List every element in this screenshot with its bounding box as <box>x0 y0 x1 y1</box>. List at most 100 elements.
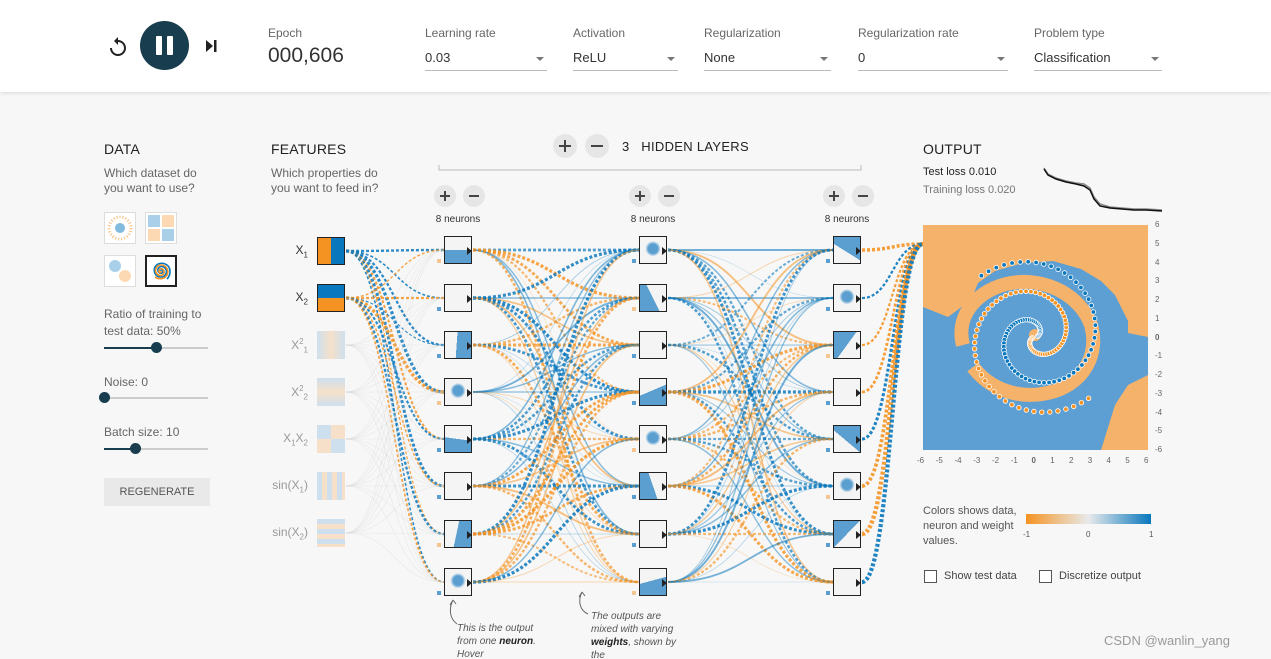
data-point <box>1015 371 1021 377</box>
weight-edge <box>345 249 445 440</box>
dataset-xor[interactable] <box>145 212 177 244</box>
x-tick-label: 0 <box>1031 456 1036 465</box>
remove-neuron-button[interactable] <box>658 185 680 207</box>
regularization-dropdown[interactable]: Regularization None <box>704 26 831 71</box>
weight-edge <box>472 297 640 535</box>
neuron-1-5[interactable] <box>444 425 472 453</box>
feature-node-2[interactable] <box>317 284 345 312</box>
weight-edge <box>345 438 445 487</box>
weight-edge <box>345 249 445 346</box>
dataset-gaussian[interactable] <box>104 255 136 287</box>
bias-indicator <box>632 591 636 595</box>
neuron-3-2[interactable] <box>833 284 861 312</box>
neuron-2-1[interactable] <box>639 236 667 264</box>
neuron-2-2[interactable] <box>639 284 667 312</box>
neuron-2-7[interactable] <box>639 520 667 548</box>
neuron-2-5[interactable] <box>639 425 667 453</box>
layers-bracket <box>438 165 862 171</box>
data-point <box>976 365 982 372</box>
neuron-3-1[interactable] <box>833 236 861 264</box>
problem-type-dropdown[interactable]: Problem type Classification <box>1034 26 1162 71</box>
data-point <box>1016 404 1022 411</box>
data-point <box>1036 379 1042 386</box>
regularization-rate-dropdown[interactable]: Regularization rate 0 <box>858 26 1008 71</box>
neuron-1-7[interactable] <box>444 520 472 548</box>
bias-indicator <box>632 401 636 405</box>
xor-dataset-icon <box>148 215 174 241</box>
neuron-2-4[interactable] <box>639 378 667 406</box>
neuron-1-4[interactable] <box>444 378 472 406</box>
weight-edge <box>345 391 445 487</box>
data-point <box>1088 302 1094 309</box>
neuron-3-3[interactable] <box>833 331 861 359</box>
note-arrow-2 <box>578 591 589 615</box>
neuron-1-3[interactable] <box>444 331 472 359</box>
remove-neuron-button[interactable] <box>463 185 485 207</box>
weight-edge <box>472 297 640 393</box>
batch-slider[interactable] <box>104 443 208 454</box>
add-layer-button[interactable] <box>553 134 577 158</box>
bias-indicator <box>437 448 441 452</box>
neuron-3-5[interactable] <box>833 425 861 453</box>
weight-edge <box>345 297 445 346</box>
neuron-2-6[interactable] <box>639 472 667 500</box>
bias-indicator <box>826 543 830 547</box>
feature-node-3[interactable] <box>317 331 345 359</box>
neuron-1-1[interactable] <box>444 236 472 264</box>
slider-knob[interactable] <box>130 443 142 454</box>
noise-value: 0 <box>141 375 149 389</box>
bias-indicator <box>632 495 636 499</box>
x-tick-label: 1 <box>1050 456 1055 465</box>
show-test-data-checkbox[interactable] <box>924 570 937 583</box>
feature-node-4[interactable] <box>317 378 345 406</box>
neuron-3-4[interactable] <box>833 378 861 406</box>
data-point <box>1023 288 1029 294</box>
bias-indicator <box>632 259 636 263</box>
chevron-down-icon <box>820 57 828 61</box>
add-neuron-button[interactable] <box>434 185 456 207</box>
weight-edge <box>667 297 834 535</box>
noise-slider[interactable] <box>99 392 208 403</box>
dataset-circle[interactable] <box>104 212 136 244</box>
data-point <box>1018 288 1024 295</box>
feature-node-5[interactable] <box>317 425 345 453</box>
weight-edge <box>472 296 640 347</box>
neuron-3-7[interactable] <box>833 520 861 548</box>
slider-knob[interactable] <box>99 392 110 403</box>
learning-rate-dropdown[interactable]: Learning rate 0.03 <box>425 26 547 71</box>
slider-knob[interactable] <box>151 342 162 353</box>
data-point <box>1002 398 1009 404</box>
dataset-spiral[interactable] <box>145 255 177 287</box>
neuron-3-6[interactable] <box>833 472 861 500</box>
add-neuron-button[interactable] <box>823 185 845 207</box>
neuron-2-3[interactable] <box>639 331 667 359</box>
neuron-2-8[interactable] <box>639 568 667 596</box>
circle-dataset-icon <box>107 215 133 241</box>
ratio-label: Ratio of training to <box>104 307 202 321</box>
step-button[interactable] <box>200 34 224 58</box>
feature-node-6[interactable] <box>317 472 345 500</box>
neuron-1-6[interactable] <box>444 472 472 500</box>
chevron-down-icon <box>1151 57 1159 61</box>
neuron-3-8[interactable] <box>833 568 861 596</box>
play-pause-button[interactable] <box>140 21 189 70</box>
reset-button[interactable] <box>106 34 130 58</box>
test-loss: Test loss 0.010 <box>923 166 997 178</box>
x-tick-label: -1 <box>1010 456 1018 465</box>
bias-indicator <box>437 401 441 405</box>
bias-indicator <box>826 448 830 452</box>
neuron-1-2[interactable] <box>444 284 472 312</box>
weight-edge <box>345 391 445 583</box>
remove-layer-button[interactable] <box>585 134 609 158</box>
regenerate-button[interactable]: REGENERATE <box>104 478 210 506</box>
feature-node-1[interactable] <box>317 237 345 265</box>
add-neuron-button[interactable] <box>629 185 651 207</box>
feature-node-7[interactable] <box>317 519 345 547</box>
activation-dropdown[interactable]: Activation ReLU <box>573 26 678 71</box>
discretize-output-checkbox[interactable] <box>1039 570 1052 583</box>
neuron-1-8[interactable] <box>444 568 472 596</box>
epoch-label: Epoch <box>268 26 303 40</box>
ratio-slider[interactable] <box>104 342 208 353</box>
weight-edge <box>345 532 445 535</box>
remove-neuron-button[interactable] <box>852 185 874 207</box>
